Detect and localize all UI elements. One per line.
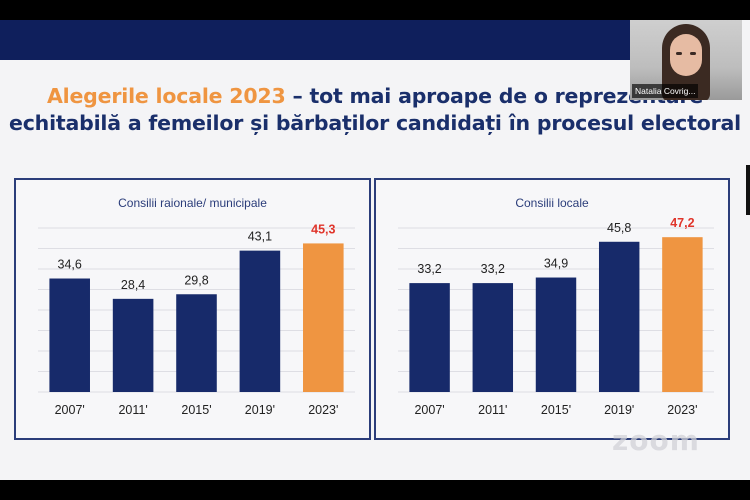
bar-value-label: 28,4 [121,278,145,292]
bar-value-label: 33,2 [417,262,441,276]
x-tick-label: 2023' [667,403,697,417]
bar-value-label: 45,3 [311,222,335,236]
bar-value-label: 47,2 [670,216,694,230]
x-tick-label: 2023' [308,403,338,417]
bar [662,237,703,392]
bar-value-label: 43,1 [248,230,272,244]
bar [239,250,281,392]
bar-value-label: 29,8 [184,273,208,287]
slide-title-line2: echitabilă a femeilor și bărbaților cand… [9,111,741,135]
bar [598,241,640,392]
x-tick-label: 2007' [414,403,444,417]
bar [49,278,90,392]
bar-value-label: 33,2 [481,262,505,276]
participant-eye [676,52,682,55]
x-tick-label: 2015' [541,403,571,417]
chart-title: Consilii raionale/ municipale [118,196,267,210]
participant-eye [690,52,696,55]
edge-bar [746,165,750,215]
x-tick-label: 2019' [604,403,634,417]
bar [535,277,577,392]
x-tick-label: 2011' [478,403,507,417]
slide-header-band [0,20,630,60]
x-tick-label: 2011' [118,403,147,417]
participant-video-tile[interactable]: Natalia Covrig... [630,20,742,100]
bar [303,243,344,392]
chart-title: Consilii locale [515,196,589,210]
chart-panel-locale: Consilii locale 33,2 2007' 33,2 2011' 34,9 20… [374,178,730,440]
bar [176,294,217,392]
bar-value-label: 34,9 [544,257,568,271]
bar-value-label: 34,6 [58,258,82,272]
bar [409,283,450,392]
bar [112,298,154,392]
bar-chart-locale: 33,2 2007' 33,2 2011' 34,9 2015' 45,8 2019' 47,2… [398,216,714,417]
bar [472,283,514,392]
zoom-watermark-logo: zoom [612,424,700,457]
bar-chart-raionale: 34,6 2007' 28,4 2011' 29,8 2015' 43,1 2019' 45,3… [38,222,355,417]
x-tick-label: 2007' [55,403,85,417]
bar-value-label: 45,8 [607,221,631,235]
x-tick-label: 2019' [245,403,275,417]
x-tick-label: 2015' [181,403,211,417]
slide-title-highlight: Alegerile locale 2023 [46,84,286,108]
chart-panel-raionale: Consilii raionale/ municipale 34,6 2007' 2… [14,178,371,440]
participant-name-label: Natalia Covrig... [632,84,699,98]
participant-face [670,34,702,76]
